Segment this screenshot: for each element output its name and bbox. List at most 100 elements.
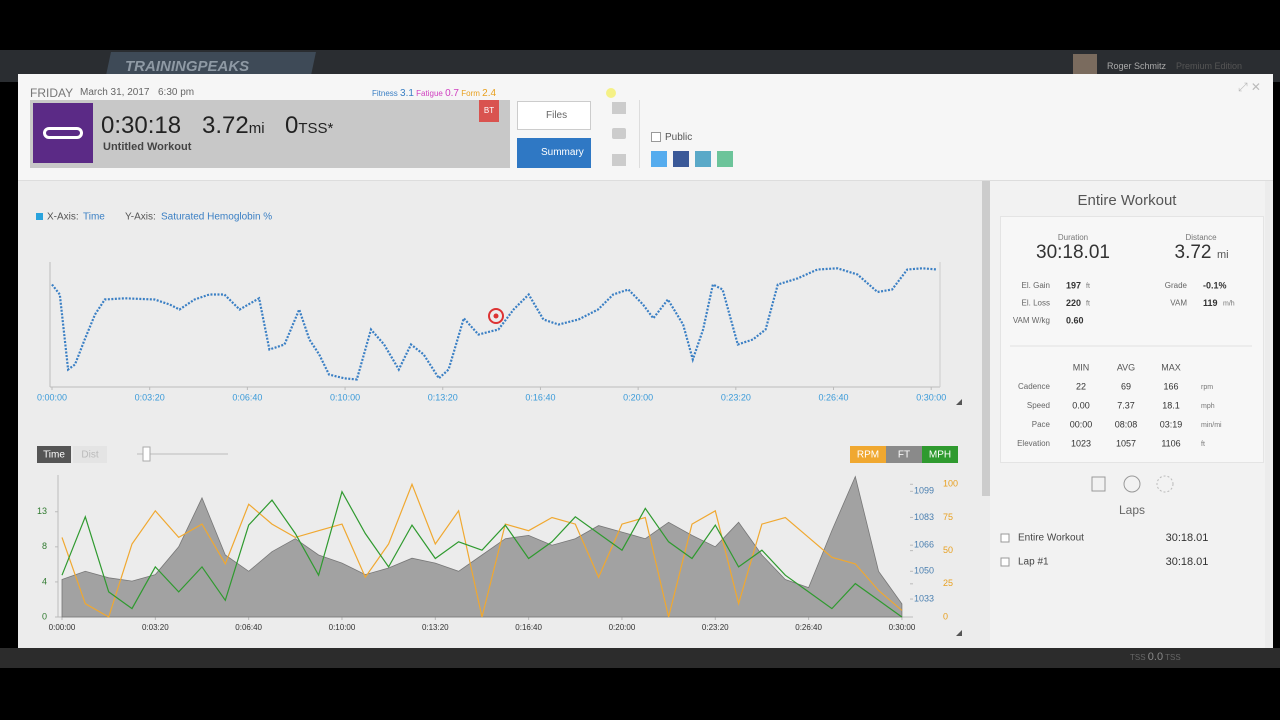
x-tick-label: 0:30:00: [889, 623, 916, 632]
icon-clock[interactable]: [1123, 475, 1141, 493]
form: 2.4: [482, 88, 497, 99]
series-button[interactable]: [922, 446, 958, 463]
tss-label: TSS: [1130, 653, 1146, 662]
row-label: Elevation: [1017, 439, 1050, 448]
x-tick-label: 0:16:40: [525, 392, 555, 402]
x-tick-label: 0:16:40: [515, 623, 542, 632]
row-unit: mph: [1201, 403, 1215, 410]
x-axis-value[interactable]: Time: [83, 212, 105, 223]
facebook[interactable]: [673, 151, 689, 167]
toggle-button[interactable]: [73, 446, 107, 463]
lap-name: Entire Workout: [1018, 533, 1084, 544]
legend-swatch: [36, 213, 43, 220]
row-label: Speed: [1027, 401, 1050, 410]
logo: TRAININGPEAKS: [125, 58, 250, 75]
stat-label: VAM W/kg: [1013, 316, 1050, 325]
public-label: Public: [665, 132, 693, 143]
tss-value: 0: [285, 112, 299, 139]
tss-total: 0.0: [1147, 651, 1164, 663]
workout-title[interactable]: Untitled Workout: [103, 141, 192, 153]
icon-notes[interactable]: [1091, 476, 1106, 492]
distance-unit: mi: [248, 120, 265, 137]
row-value: 0.00: [1072, 400, 1090, 410]
workout-card[interactable]: [30, 100, 510, 168]
x-tick-label: 0:00:00: [37, 392, 67, 402]
toggle-label: Dist: [81, 450, 98, 461]
data-line: [51, 267, 938, 381]
sport-icon: [33, 103, 93, 163]
tss-unit: TSS*: [298, 120, 334, 137]
series-name: MPH: [929, 450, 951, 461]
yticks-label: 8: [42, 541, 47, 551]
x-tick-label: 0:23:20: [721, 392, 751, 402]
yticks-label: 13: [37, 506, 47, 516]
lap-time: 30:18.01: [1166, 556, 1209, 568]
column-header: MIN: [1073, 362, 1090, 372]
series-name: RPM: [857, 450, 879, 461]
x-tick-label: 0:10:00: [329, 623, 356, 632]
x-tick-label: 0:13:20: [428, 392, 458, 402]
icon-chart[interactable]: [612, 154, 626, 166]
row-value: 1057: [1116, 438, 1136, 448]
row-value: 166: [1163, 381, 1178, 391]
distance-unit: mi: [1217, 249, 1229, 261]
row-value: 1023: [1071, 438, 1091, 448]
stat-unit: ft: [1086, 283, 1090, 290]
x-tick-label: 0:13:20: [422, 623, 449, 632]
avatar[interactable]: [1073, 54, 1097, 76]
row-label: Pace: [1032, 420, 1051, 429]
lap-checkbox[interactable]: [1000, 557, 1010, 567]
icon-comment[interactable]: [612, 128, 626, 139]
series-name: FT: [898, 450, 910, 461]
row-unit: rpm: [1201, 384, 1213, 391]
files-button[interactable]: Files: [517, 101, 591, 130]
target-marker-dot: [493, 313, 499, 319]
x-tick-label: 0:20:00: [623, 392, 653, 402]
series-line: [61, 490, 903, 618]
lap-name: Lap #1: [1018, 557, 1049, 568]
duration-value: 30:18.01: [1036, 242, 1110, 263]
slider-handle[interactable]: [142, 446, 151, 462]
stat-unit: ft: [1086, 300, 1090, 307]
scrollbar[interactable]: [982, 181, 990, 496]
edition: Premium Edition: [1176, 61, 1243, 71]
row-value: 08:08: [1115, 419, 1138, 429]
series-button[interactable]: [886, 446, 922, 463]
user-name[interactable]: Roger Schmitz: [1107, 61, 1167, 71]
distance: 3.72mi: [202, 112, 265, 140]
footer-bar: [0, 648, 1280, 668]
row-unit: ft: [1201, 441, 1205, 448]
summary-button[interactable]: Summary: [517, 138, 591, 168]
twitter[interactable]: [651, 151, 667, 167]
day: FRIDAY: [30, 86, 74, 100]
lap-checkbox[interactable]: [1000, 533, 1010, 543]
close-icons[interactable]: ⤢ ✕: [1238, 80, 1261, 94]
icon-bars[interactable]: [612, 102, 626, 114]
icon-shape: [43, 127, 83, 139]
email[interactable]: [717, 151, 733, 167]
icon-loading[interactable]: [1156, 475, 1174, 493]
x-tick-label: 0:26:40: [819, 392, 849, 402]
row-value: 1106: [1161, 438, 1180, 448]
public-checkbox[interactable]: [651, 132, 661, 142]
fatigue-label: Fatigue: [416, 89, 443, 98]
y3ticks-label: 25: [943, 578, 953, 588]
row-unit: min/mi: [1201, 422, 1222, 429]
series-line: [61, 482, 903, 618]
toggle-button[interactable]: [37, 446, 71, 463]
link[interactable]: [695, 151, 711, 167]
stat-unit: m/h: [1223, 300, 1235, 307]
y-axis-value[interactable]: Saturated Hemoglobin %: [161, 212, 272, 223]
x-tick-label: 0:06:40: [232, 392, 262, 402]
x-axis-label: X-Axis:: [47, 212, 79, 223]
time: 6:30 pm: [158, 87, 195, 98]
x-tick-label: 0:10:00: [330, 392, 360, 402]
x-tick-label: 0:23:20: [702, 623, 729, 632]
summary-box: [1000, 216, 1264, 463]
stat-value: 119: [1203, 298, 1218, 308]
series-button[interactable]: [850, 446, 886, 463]
column-header: AVG: [1117, 362, 1135, 372]
y2ticks-label: 1083: [914, 512, 934, 522]
